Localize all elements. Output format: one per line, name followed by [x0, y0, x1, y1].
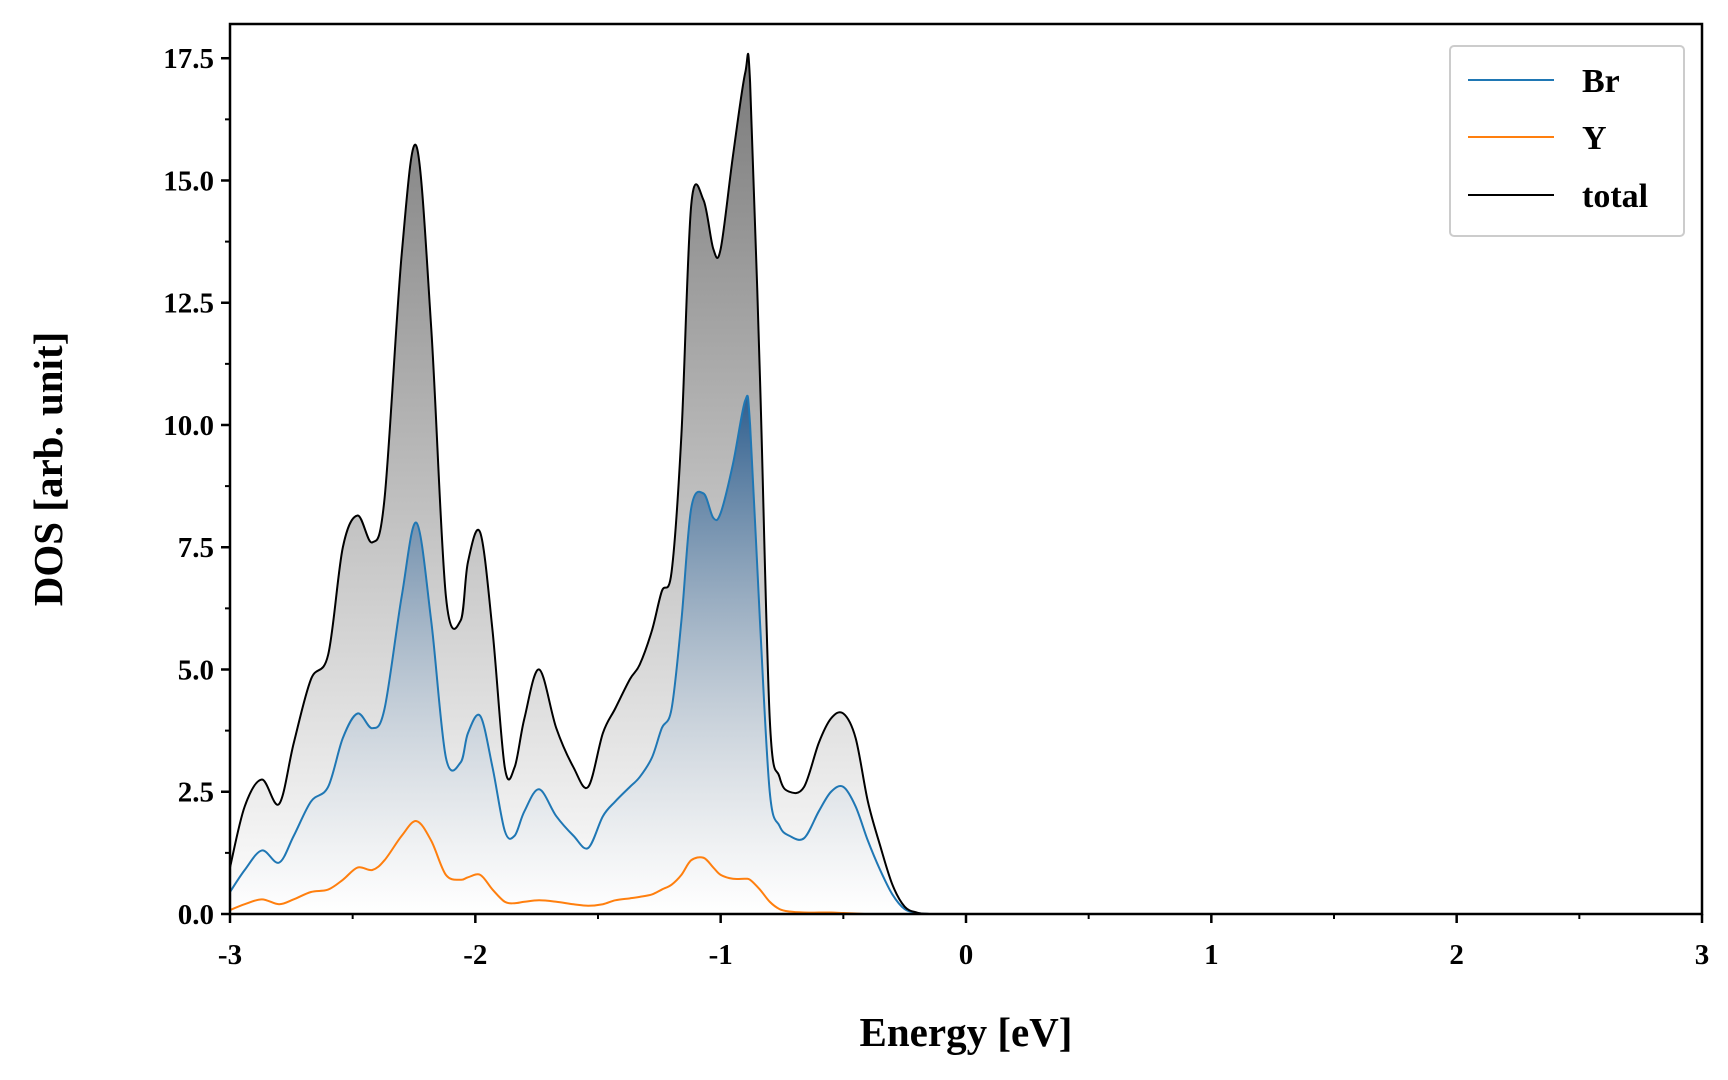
- legend-label-br: Br: [1582, 63, 1620, 100]
- series-line-br: [229, 394, 1702, 916]
- area-fill-br: [230, 395, 1702, 914]
- x-tick-label: -1: [709, 939, 733, 971]
- x-tick-label: 1: [1204, 939, 1219, 971]
- x-tick-label: 0: [959, 939, 974, 971]
- x-tick-label: -3: [218, 939, 242, 971]
- y-tick-label: 7.5: [178, 532, 214, 564]
- legend-label-total: total: [1582, 178, 1648, 215]
- y-tick-label: 0.0: [178, 899, 214, 931]
- x-axis-label: Energy [eV]: [860, 1009, 1073, 1055]
- x-tick-label: -2: [463, 939, 487, 971]
- legend: Br Y total: [1449, 45, 1685, 237]
- legend-box: [1449, 45, 1685, 237]
- series-line-total: [229, 52, 1702, 916]
- y-tick-label: 10.0: [163, 410, 214, 442]
- x-tick-label: 3: [1695, 939, 1710, 971]
- y-tick-label: 2.5: [178, 777, 214, 809]
- y-tick-label: 12.5: [163, 288, 214, 320]
- y-tick-label: 15.0: [163, 165, 214, 197]
- y-axis-label: DOS [arb. unit]: [25, 332, 71, 607]
- x-tick-label: 2: [1449, 939, 1464, 971]
- y-tick-label: 5.0: [178, 654, 214, 686]
- y-tick-label: 17.5: [163, 43, 214, 75]
- legend-label-y: Y: [1582, 120, 1607, 157]
